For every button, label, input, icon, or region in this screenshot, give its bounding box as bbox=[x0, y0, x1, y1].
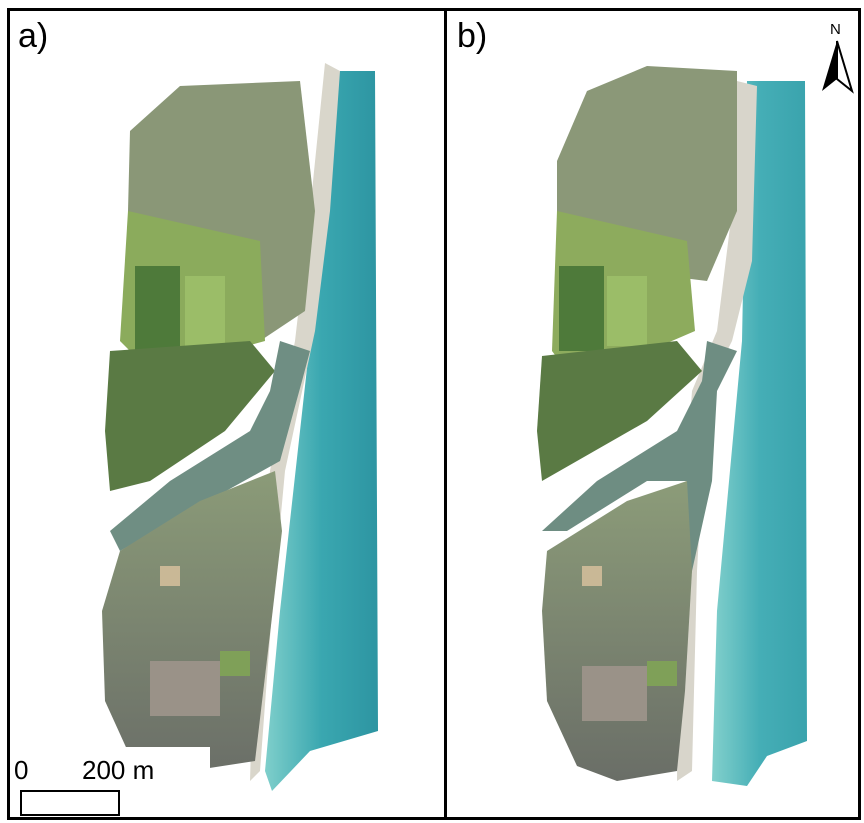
pine-forest bbox=[105, 341, 275, 491]
beach-strip bbox=[677, 81, 757, 781]
pine-forest bbox=[537, 341, 702, 481]
scale-end-label: 200 m bbox=[82, 755, 155, 785]
north-label: N bbox=[830, 21, 841, 38]
north-arrow-icon bbox=[822, 40, 854, 94]
scale-bar: 0 200 m bbox=[10, 747, 210, 817]
orthophoto-b bbox=[537, 66, 807, 786]
north-arrow: N bbox=[820, 21, 854, 94]
panel-label-b: b) bbox=[457, 17, 488, 55]
scale-start-label: 0 bbox=[14, 755, 29, 785]
lagoon bbox=[110, 341, 310, 551]
urban-area bbox=[542, 481, 692, 781]
scale-bar-rectangle bbox=[20, 790, 120, 816]
panel-b: b) N bbox=[444, 8, 861, 820]
sea-area bbox=[265, 71, 378, 791]
sea-area bbox=[712, 81, 807, 786]
orthophoto-a bbox=[102, 63, 378, 791]
urban-area bbox=[102, 471, 282, 771]
panel-label-a: a) bbox=[18, 17, 49, 55]
panel-a: a) 0 200 m bbox=[7, 8, 447, 820]
